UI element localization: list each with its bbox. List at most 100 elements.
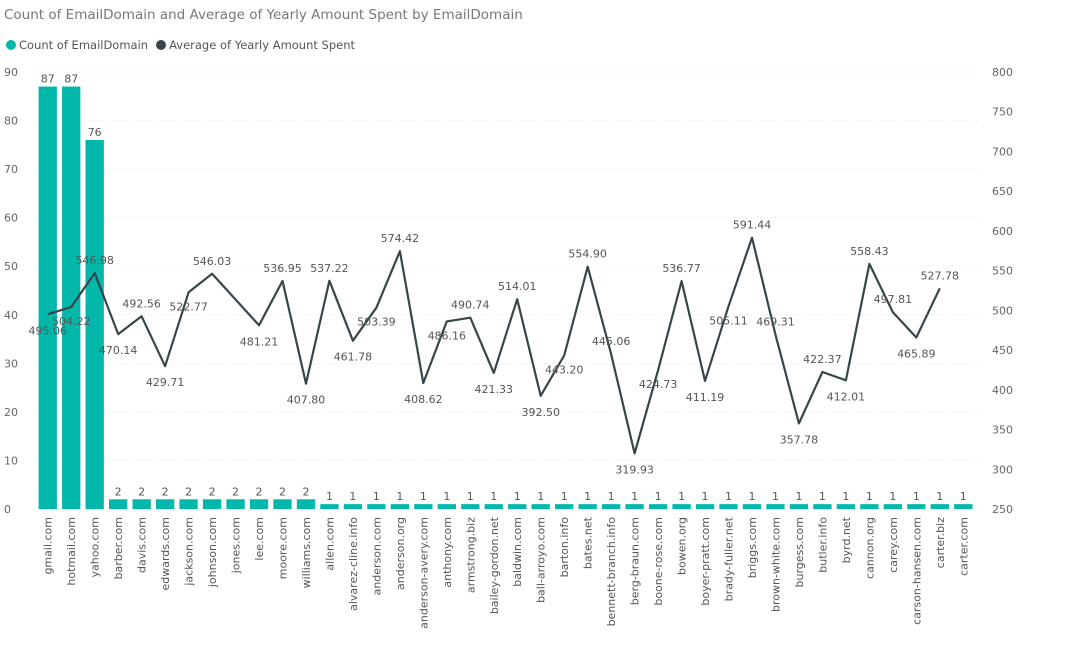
bar-data-label: 1 [725,490,732,503]
line-data-label: 554.90 [568,248,607,261]
bar-data-label: 2 [256,485,263,498]
line-data-label: 490.74 [451,299,490,312]
y-left-tick-label: 10 [4,454,18,467]
x-tick-label: armstrong.biz [464,517,477,593]
y-left-tick-label: 70 [4,163,18,176]
legend-label-count: Count of EmailDomain [19,38,149,52]
bar [813,504,832,509]
y-right-tick-label: 550 [992,265,1013,278]
line-data-label: 537.22 [310,262,349,275]
x-tick-label: gmail.com [42,517,55,575]
line-data-label: 469.31 [756,316,795,329]
bar [249,499,269,509]
x-tick-label: carson-hansen.com [910,517,923,625]
line-data-label: 421.33 [475,383,514,396]
line-data-label: 503.39 [357,316,396,329]
x-tick-label: alvarez-cline.info [347,517,360,611]
bar [296,499,316,509]
y-right-tick-label: 250 [992,503,1013,516]
bar-data-label: 1 [349,490,356,503]
y-right-tick-label: 800 [992,66,1013,79]
bar-data-label: 2 [162,485,169,498]
bar [601,504,621,509]
y-right-tick-label: 500 [992,304,1013,317]
bar-data-label: 1 [913,490,920,503]
line-data-label: 527.78 [921,269,960,282]
bar-data-label: 1 [490,490,497,503]
line-data-label: 424.73 [639,378,678,391]
line-data-label: 536.95 [263,262,302,275]
x-tick-label: barton.info [558,517,571,578]
line-data-label: 470.14 [99,344,138,357]
x-tick-label: byrd.net [840,516,853,563]
x-tick-label: carey.com [887,517,900,573]
line-data-label: 481.21 [240,335,279,348]
bar-data-label: 1 [631,490,638,503]
y-left-tick-label: 40 [4,309,18,322]
line-data-label: 412.01 [827,390,866,403]
bar-data-label: 1 [772,490,779,503]
bar-data-label: 1 [795,490,802,503]
bar [226,499,245,509]
legend-item-count[interactable]: Count of EmailDomain [6,38,148,52]
bar [789,504,809,509]
x-tick-label: anderson-avery.com [417,517,430,629]
bar [320,504,339,509]
bar-data-label: 1 [678,490,685,503]
x-tick-label: bennett-branch.info [605,517,618,627]
line-data-label: 546.98 [75,254,114,267]
bar-data-label: 1 [819,490,826,503]
line-data-label: 497.81 [874,293,913,306]
line-data-label: 492.56 [122,297,161,310]
x-tick-label: jones.com [230,517,243,574]
x-tick-label: baldwin.com [511,517,524,587]
bar-data-label: 1 [584,490,591,503]
x-tick-label: williams.com [300,517,313,588]
x-tick-label: burgess.com [793,517,806,588]
line-data-label: 465.89 [897,347,936,360]
bar [930,504,949,509]
x-tick-label: berg-braun.com [629,517,642,605]
y-left-tick-label: 0 [4,503,11,516]
bar [484,504,503,509]
x-tick-label: briggs.com [746,517,759,578]
y-right-tick-label: 350 [992,424,1013,437]
x-tick-label: hotmail.com [65,517,78,586]
line-data-label: 319.93 [615,463,654,476]
bar-data-label: 1 [420,490,427,503]
bar [766,504,785,509]
line-data-label: 392.50 [521,406,560,419]
bar-data-label: 1 [842,490,849,503]
bar-data-label: 2 [232,485,239,498]
bar [85,139,104,509]
y-left-tick-label: 80 [4,115,18,128]
line-data-label: 461.78 [334,351,373,364]
y-right-tick-label: 300 [992,463,1013,476]
x-tick-label: brady-fuller.net [723,516,736,601]
bar [672,504,691,509]
bar-data-label: 1 [514,490,521,503]
legend-item-average[interactable]: Average of Yearly Amount Spent [156,38,355,52]
line-series [47,236,941,455]
x-tick-label: boyer-pratt.com [699,517,712,606]
legend-marker-average-icon [156,40,167,50]
x-tick-label: bowen.org [676,517,689,575]
bar-data-label: 1 [889,490,896,503]
chart-title: Count of EmailDomain and Average of Year… [4,7,523,23]
line-data-label: 443.20 [545,363,584,376]
bar [625,504,644,509]
bar [860,504,879,509]
x-tick-label: brown-white.com [769,517,782,612]
line-data-label: 429.71 [146,376,185,389]
bar [273,499,292,509]
bar [437,504,456,509]
bar-data-label: 2 [138,485,145,498]
bar-data-label: 1 [537,490,544,503]
y-left-tick-label: 60 [4,212,18,225]
bar [555,504,574,509]
y-left-tick-label: 30 [4,357,18,370]
legend-label-average: Average of Yearly Amount Spent [169,38,356,52]
bar [578,504,597,509]
y-right-tick-label: 450 [992,344,1013,357]
bar-data-label: 1 [748,490,755,503]
